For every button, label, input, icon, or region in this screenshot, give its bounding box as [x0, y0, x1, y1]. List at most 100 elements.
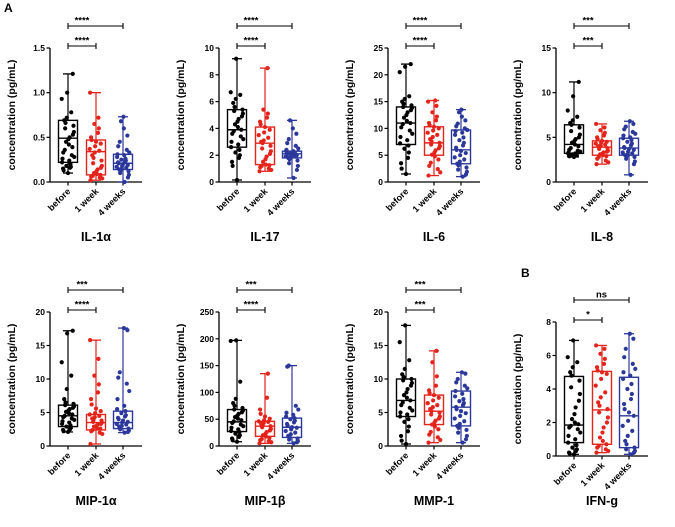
- data-point: [632, 445, 637, 450]
- points-before: [565, 79, 583, 160]
- data-point: [288, 416, 293, 421]
- data-point: [236, 411, 241, 416]
- data-point: [435, 426, 440, 431]
- data-point: [62, 413, 67, 418]
- data-point: [456, 138, 461, 143]
- data-point: [237, 379, 243, 384]
- data-point: [119, 410, 124, 415]
- y-tick-label: 4: [209, 123, 214, 133]
- group-before: [395, 61, 416, 177]
- data-point: [235, 426, 241, 431]
- data-point: [238, 421, 243, 427]
- data-point: [67, 419, 72, 425]
- group-before: [226, 56, 247, 183]
- data-point: [463, 410, 468, 415]
- group-4 weeks: [281, 363, 302, 445]
- data-point: [566, 440, 571, 445]
- data-point: [118, 119, 124, 124]
- data-point: [437, 413, 442, 419]
- data-point: [459, 114, 464, 119]
- data-point: [434, 373, 439, 378]
- data-point: [621, 376, 626, 381]
- data-point: [431, 392, 436, 397]
- data-point: [631, 121, 636, 127]
- data-point: [291, 440, 296, 445]
- panel-title: MIP-1α: [75, 494, 116, 508]
- data-point: [97, 413, 102, 418]
- data-point: [628, 119, 633, 124]
- data-point: [631, 147, 637, 152]
- data-point: [430, 128, 435, 133]
- data-point: [425, 173, 431, 178]
- data-point: [401, 392, 406, 397]
- data-point: [228, 145, 233, 150]
- data-point: [399, 99, 404, 104]
- data-point: [95, 421, 100, 427]
- data-point: [399, 371, 404, 376]
- y-axis-label: concentration (pg/mL): [344, 323, 356, 434]
- data-point: [95, 167, 100, 172]
- sig-bracket-lower: ****: [67, 36, 97, 49]
- points-1 week: [256, 66, 274, 174]
- data-point: [127, 150, 132, 155]
- data-point: [232, 104, 237, 110]
- panel-title: IL-8: [591, 230, 613, 244]
- data-point: [240, 107, 245, 112]
- data-point: [265, 135, 271, 140]
- data-point: [401, 115, 406, 120]
- data-point: [114, 421, 119, 426]
- points-1 week: [425, 98, 442, 178]
- data-point: [633, 448, 638, 453]
- data-point: [236, 116, 241, 122]
- data-point: [230, 163, 235, 169]
- data-point: [599, 376, 604, 381]
- data-point: [268, 143, 273, 148]
- sig-label: ****: [243, 16, 258, 27]
- data-point: [402, 366, 407, 371]
- data-point: [295, 406, 301, 412]
- data-point: [606, 414, 611, 420]
- data-point: [463, 427, 469, 432]
- x-label-before: before: [552, 460, 579, 487]
- data-point: [286, 161, 291, 166]
- data-point: [598, 128, 603, 133]
- data-point: [458, 107, 464, 112]
- data-point: [402, 96, 407, 102]
- data-point: [240, 137, 246, 142]
- data-point: [620, 423, 626, 428]
- group-1 week: [592, 121, 613, 167]
- data-point: [405, 416, 411, 421]
- data-point: [92, 414, 97, 419]
- group-1 week: [254, 66, 275, 174]
- data-point: [237, 153, 242, 158]
- data-point: [408, 376, 414, 381]
- data-point: [461, 140, 466, 145]
- data-point: [425, 130, 430, 135]
- data-point: [624, 441, 629, 446]
- data-point: [284, 421, 289, 426]
- data-point: [623, 438, 628, 443]
- data-point: [295, 163, 300, 169]
- data-point: [90, 153, 95, 158]
- x-label-4 weeks: 4 weeks: [96, 186, 127, 217]
- data-point: [566, 433, 571, 438]
- data-point: [403, 441, 408, 446]
- data-point: [595, 364, 600, 369]
- data-point: [433, 348, 439, 353]
- data-point: [67, 406, 72, 411]
- data-point: [430, 134, 435, 140]
- data-point: [229, 139, 234, 144]
- points-1 week: [425, 348, 442, 445]
- data-point: [123, 412, 128, 417]
- data-point: [295, 158, 300, 163]
- data-point: [578, 391, 583, 396]
- data-point: [426, 387, 431, 392]
- data-point: [121, 114, 126, 119]
- data-point: [290, 412, 296, 417]
- y-tick-label: 2: [547, 417, 552, 427]
- data-point: [461, 418, 466, 423]
- data-point: [629, 381, 634, 386]
- points-1 week: [87, 90, 105, 183]
- data-point: [630, 151, 635, 156]
- data-point: [64, 386, 69, 391]
